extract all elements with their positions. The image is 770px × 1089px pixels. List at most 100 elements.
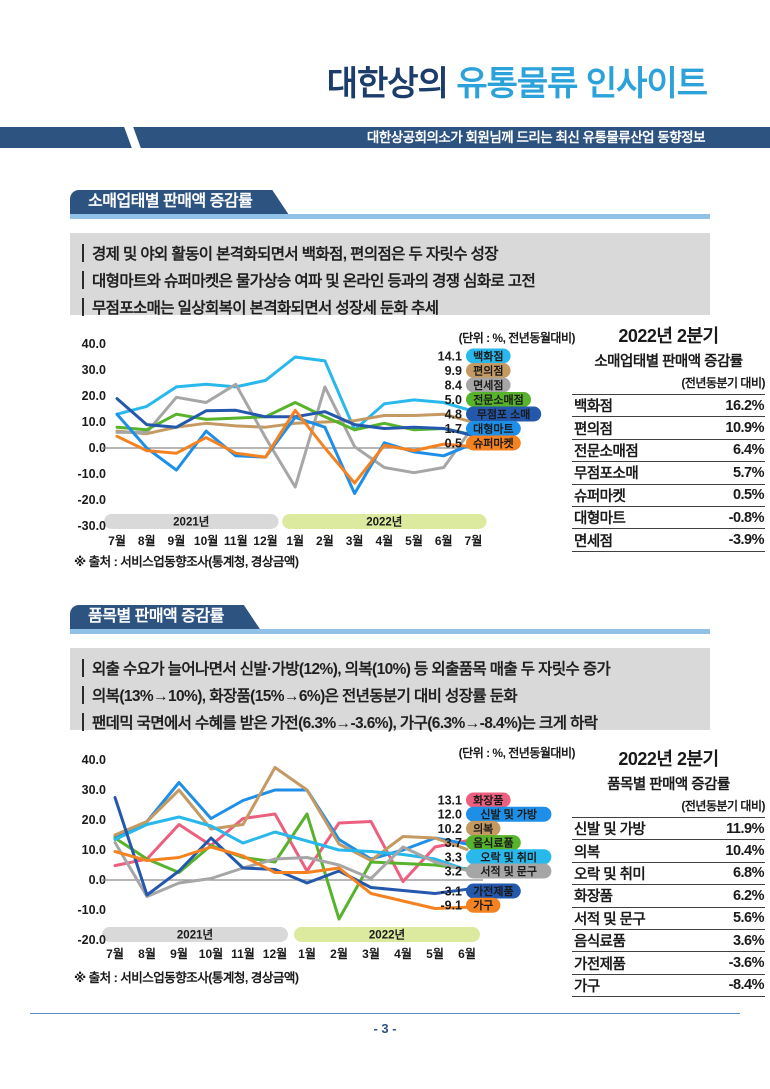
- bullet-text: 대형마트와 슈퍼마켓은 물가상승 여파 및 온라인 등과의 경쟁 심화로 고전: [92, 272, 536, 290]
- svg-text:4월: 4월: [394, 946, 412, 961]
- svg-text:대형마트: 대형마트: [473, 422, 513, 436]
- row-value: 6.2%: [732, 887, 765, 904]
- row-value: 3.6%: [732, 932, 765, 949]
- section2-underline: [70, 628, 710, 634]
- row-label: 백화점: [574, 399, 613, 416]
- chart2-items-line-chart: 2021년 2022년 40.0 30.0 20.0 10.0 0.0 -10.0 -20.0 7…: [66, 752, 570, 973]
- table1-title: 2022년 2분기: [618, 326, 719, 346]
- table-row: 백화점 16.2%: [572, 395, 765, 418]
- svg-text:슈퍼마켓: 슈퍼마켓: [473, 436, 513, 450]
- svg-text:4.8: 4.8: [445, 408, 462, 422]
- svg-text:3.2: 3.2: [445, 865, 462, 879]
- svg-text:14.1: 14.1: [438, 350, 462, 364]
- svg-text:화장품: 화장품: [473, 793, 503, 807]
- row-label: 면세점: [574, 533, 613, 550]
- svg-text:11월: 11월: [224, 533, 248, 548]
- table2-title: 2022년 2분기: [618, 749, 719, 769]
- row-label: 음식료품: [574, 934, 626, 951]
- svg-text:1월: 1월: [298, 946, 316, 961]
- summary-bullet: 무점포소매는 일상회복이 본격화되면서 성장세 둔화 추세: [82, 293, 710, 320]
- svg-text:무점포 소매: 무점포 소매: [477, 407, 531, 421]
- bullet-bar-icon: [82, 658, 84, 677]
- summary-bullet: 의복(13%→10%), 화장품(15%→6%)은 전년동분기 대비 성장률 둔…: [82, 681, 710, 708]
- svg-text:9.9: 9.9: [445, 364, 462, 378]
- row-value: 10.4%: [725, 843, 764, 860]
- table-row: 편의점 10.9%: [572, 417, 765, 440]
- table-row: 면세점 -3.9%: [572, 529, 765, 552]
- table-row: 서적 및 문구 5.6%: [572, 908, 765, 930]
- svg-text:8.4: 8.4: [445, 379, 462, 393]
- section1-tab: 소매업태별 판매액 증감률: [70, 190, 288, 214]
- table-row: 가전제품 -3.6%: [572, 952, 765, 975]
- svg-text:11월: 11월: [231, 946, 255, 961]
- chart1-retail-line-chart: 2021년 2022년 40.0 30.0 20.0 10.0 0.0 -10.0 -20.0 -…: [66, 336, 570, 563]
- svg-text:가전제품: 가전제품: [473, 884, 513, 898]
- row-label: 화장품: [574, 889, 613, 906]
- svg-text:7월: 7월: [465, 533, 483, 548]
- table2-basis: (전년동분기 대비): [681, 799, 765, 813]
- row-label: 가구: [574, 978, 600, 995]
- row-label: 신발 및 가방: [574, 822, 646, 839]
- table1-rows: 백화점 16.2% 편의점 10.9% 전문소매점 6.4% 무점포소매 5.7% 슈퍼마켓 0.…: [572, 394, 765, 552]
- svg-text:6월: 6월: [458, 946, 476, 961]
- svg-text:의복: 의복: [473, 821, 493, 835]
- bullet-bar-icon: [82, 712, 84, 731]
- row-label: 의복: [574, 844, 600, 861]
- svg-text:30.0: 30.0: [82, 363, 106, 377]
- table-row: 화장품 6.2%: [572, 885, 765, 908]
- svg-text:1월: 1월: [286, 533, 304, 548]
- svg-text:10.0: 10.0: [82, 843, 106, 857]
- svg-text:-9.1: -9.1: [440, 899, 462, 913]
- svg-text:40.0: 40.0: [82, 337, 106, 351]
- svg-text:6월: 6월: [435, 533, 453, 548]
- table2-items: 2022년 2분기 품목별 판매액 증감률 (전년동분기 대비) 신발 및 가방…: [572, 745, 766, 998]
- table-row: 무점포소매 5.7%: [572, 462, 765, 485]
- row-label: 슈퍼마켓: [574, 488, 626, 505]
- svg-text:-20.0: -20.0: [78, 933, 107, 947]
- table2-subtitle: 품목별 판매액 증감률: [607, 777, 730, 793]
- svg-text:-20.0: -20.0: [78, 493, 107, 507]
- row-label: 가전제품: [574, 956, 626, 973]
- table-row: 음식료품 3.6%: [572, 930, 765, 953]
- row-value: 10.9%: [725, 420, 764, 437]
- svg-text:20.0: 20.0: [82, 389, 106, 403]
- summary-bullet: 대형마트와 슈퍼마켓은 물가상승 여파 및 온라인 등과의 경쟁 심화로 고전: [82, 266, 710, 293]
- table1-retail: 2022년 2분기 소매업태별 판매액 증감률 (전년동분기 대비) 백화점 16…: [572, 322, 766, 552]
- svg-text:5.0: 5.0: [445, 393, 462, 407]
- svg-text:8월: 8월: [138, 946, 156, 961]
- svg-text:2021년: 2021년: [177, 928, 213, 942]
- bullet-bar-icon: [82, 685, 84, 704]
- svg-text:5월: 5월: [426, 946, 444, 961]
- row-label: 무점포소매: [574, 466, 639, 483]
- row-value: -8.4%: [728, 977, 765, 994]
- header-subtitle: 대한상공회의소가 회원님께 드리는 최신 유통물류산업 동향정보: [366, 130, 706, 145]
- chart1-source-note: ※ 출처 : 서비스업동향조사(통계청, 경상금액): [74, 555, 299, 569]
- svg-text:12월: 12월: [253, 533, 277, 548]
- row-value: 0.5%: [732, 487, 765, 504]
- row-value: 11.9%: [726, 820, 764, 837]
- line-chart-svg: 2021년 2022년 40.0 30.0 20.0 10.0 0.0 -10.0 -20.0 -…: [78, 337, 542, 548]
- svg-text:0.5: 0.5: [445, 437, 462, 451]
- svg-text:면세점: 면세점: [473, 378, 503, 392]
- svg-text:0.0: 0.0: [89, 441, 106, 455]
- page-title-brand: 대한상의: [326, 65, 457, 103]
- svg-text:1.7: 1.7: [445, 422, 462, 436]
- table-row: 가구 -8.4%: [572, 975, 765, 998]
- svg-text:-3.1: -3.1: [440, 885, 462, 899]
- svg-text:10.2: 10.2: [438, 822, 462, 836]
- row-label: 서적 및 문구: [574, 911, 646, 928]
- table1-subtitle: 소매업태별 판매액 증감률: [594, 354, 743, 370]
- page-number: - 3 -: [373, 1021, 397, 1036]
- row-value: 5.7%: [732, 464, 765, 481]
- svg-text:12.0: 12.0: [438, 808, 462, 822]
- svg-text:오락 및 취미: 오락 및 취미: [480, 850, 537, 864]
- footer-divider: [30, 1013, 740, 1014]
- svg-text:13.1: 13.1: [438, 794, 462, 808]
- row-value: 16.2%: [725, 397, 764, 414]
- svg-text:8월: 8월: [138, 533, 156, 548]
- svg-text:2022년: 2022년: [366, 515, 402, 529]
- row-label: 오락 및 취미: [574, 866, 646, 883]
- svg-text:7월: 7월: [108, 533, 126, 548]
- section1-underline: [70, 213, 710, 219]
- svg-text:20.0: 20.0: [82, 813, 106, 827]
